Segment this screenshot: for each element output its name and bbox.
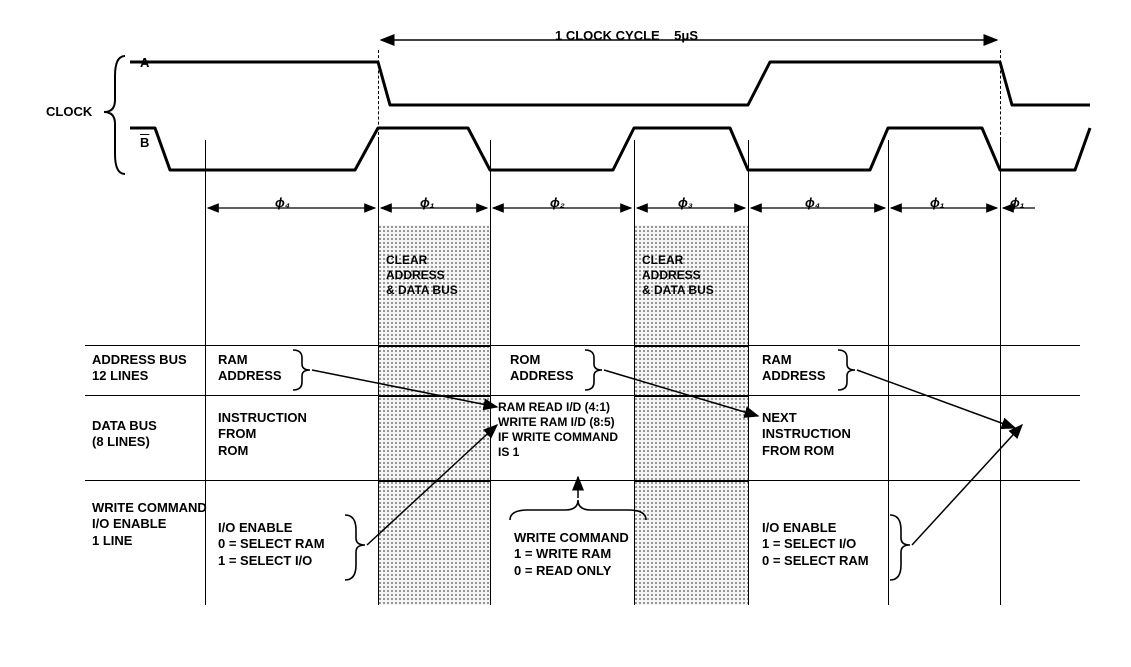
phase-phi2: ϕ₂ (550, 195, 565, 211)
timing-diagram: 1 CLOCK CYCLE 5μS CLOCK A B ϕ₄ ϕ₁ ϕ₂ ϕ₃ … (0, 0, 1131, 667)
cell-data-phi2: RAM READ I/D (4:1) WRITE RAM I/D (8:5) I… (498, 400, 618, 460)
phase-phi3: ϕ₃ (678, 195, 693, 211)
clock-group-label: CLOCK (46, 104, 92, 120)
phase-phi1a: ϕ₁ (420, 195, 434, 211)
phase-phi1b: ϕ₁ (930, 195, 944, 211)
clock-cycle-label: 1 CLOCK CYCLE 5μS (555, 28, 698, 44)
row-header-write: WRITE COMMAND I/O ENABLE 1 LINE (92, 500, 207, 549)
signal-a-label: A (140, 55, 149, 71)
row-header-data: DATA BUS (8 LINES) (92, 418, 157, 451)
cell-wc-phi4b: I/O ENABLE 1 = SELECT I/O 0 = SELECT RAM (762, 520, 869, 569)
cell-addr-phi4b: RAM ADDRESS (762, 352, 826, 385)
phase-phi1c: ϕ₁ (1010, 195, 1024, 211)
shade-label-1: CLEAR ADDRESS & DATA BUS (386, 253, 458, 298)
signal-b-label: B (140, 135, 149, 151)
row-header-address: ADDRESS BUS 12 LINES (92, 352, 187, 385)
cell-data-phi4a: INSTRUCTION FROM ROM (218, 410, 307, 459)
cell-wc-phi2: WRITE COMMAND 1 = WRITE RAM 0 = READ ONL… (514, 530, 629, 579)
phase-phi4a: ϕ₄ (275, 195, 290, 211)
phase-phi4b: ϕ₄ (805, 195, 820, 211)
cell-data-phi4b: NEXT INSTRUCTION FROM ROM (762, 410, 851, 459)
cell-addr-phi2: ROM ADDRESS (510, 352, 574, 385)
cell-addr-phi4a: RAM ADDRESS (218, 352, 282, 385)
cell-wc-phi4a: I/O ENABLE 0 = SELECT RAM 1 = SELECT I/O (218, 520, 325, 569)
shade-label-2: CLEAR ADDRESS & DATA BUS (642, 253, 714, 298)
